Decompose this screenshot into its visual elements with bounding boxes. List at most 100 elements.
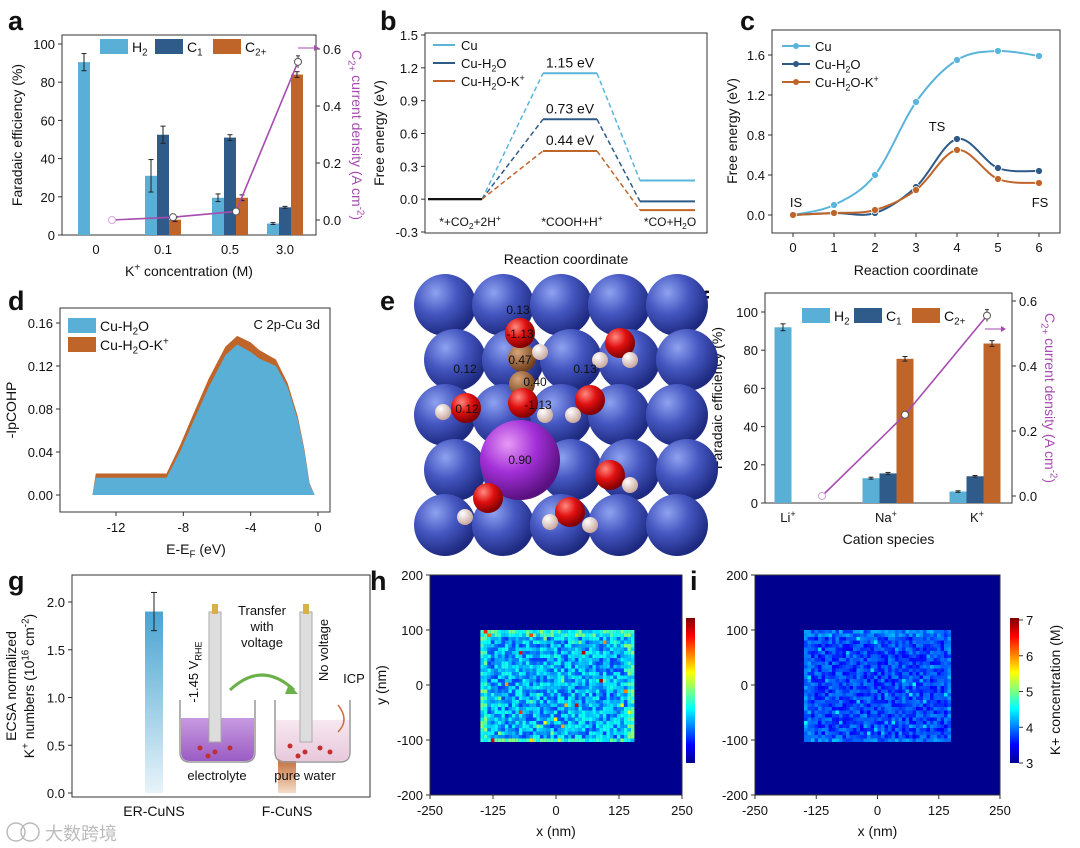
heatmap-cell (863, 738, 867, 742)
heatmap-cell (842, 640, 846, 644)
heatmap-cell (504, 714, 509, 718)
heatmap-cell (515, 661, 519, 665)
heatmap-cell (804, 714, 808, 718)
heatmap-cell (609, 679, 614, 683)
heatmap-cell (501, 700, 505, 704)
heatmap-cell (525, 630, 530, 634)
heatmap-cell (497, 721, 502, 725)
heatmap-cell (511, 735, 516, 739)
heatmap-cell (944, 738, 948, 742)
y-tick-label: 0.08 (28, 402, 53, 417)
heatmap-cell (483, 647, 488, 651)
heatmap-cell (553, 665, 558, 669)
legend-swatch-c2 (213, 39, 241, 54)
heatmap-cell (916, 693, 920, 697)
heatmap-cell (856, 710, 860, 714)
heatmap-cell (588, 661, 593, 665)
heatmap-cell (888, 707, 892, 711)
heatmap-cell (940, 651, 944, 655)
heatmap-cell (842, 703, 846, 707)
heatmap-cell (818, 647, 822, 651)
y-tick-label: 0.3 (400, 159, 418, 174)
heatmap-cell (571, 679, 575, 683)
heatmap-cell (518, 651, 523, 655)
y-tick-label: 0.9 (400, 94, 418, 109)
heatmap-cell (623, 700, 628, 704)
heatmap-cell (532, 675, 537, 679)
heatmap-cell (888, 668, 892, 672)
heatmap-cell (856, 668, 860, 672)
charge-label: 0.47 (508, 353, 532, 367)
heatmap-cell (853, 724, 857, 728)
heatmap-cell (909, 679, 913, 683)
x-tick-label: 0 (92, 242, 99, 257)
heatmap-cell (849, 675, 853, 679)
heatmap-cell (616, 717, 621, 721)
heatmap-cell (602, 703, 607, 707)
heatmap-cell (807, 724, 811, 728)
heatmap-cell (870, 679, 874, 683)
heatmap-cell (543, 721, 547, 725)
heatmap-cell (898, 661, 902, 665)
heatmap-cell (863, 731, 867, 735)
heatmap-cell (947, 703, 951, 707)
heatmap-cell (497, 735, 502, 739)
heatmap-cell (560, 651, 565, 655)
heatmap-cell (508, 644, 512, 648)
heatmap-cell (888, 689, 892, 693)
heatmap-cell (539, 731, 544, 735)
heatmap-cell (930, 721, 934, 725)
heatmap-cell (821, 703, 825, 707)
heatmap-cell (835, 630, 839, 634)
heatmap-cell (532, 661, 537, 665)
heatmap-cell (616, 731, 621, 735)
heatmap-cell (623, 710, 628, 714)
heatmap-cell (825, 661, 829, 665)
heatmap-cell (940, 710, 944, 714)
heatmap-cell (909, 724, 913, 728)
heatmap-cell (853, 714, 857, 718)
heatmap-cell (522, 696, 526, 700)
x-axis-label: E-EF (eV) (166, 541, 226, 561)
heatmap-cell (937, 679, 941, 683)
heatmap-cell (930, 672, 934, 676)
heatmap-cell (497, 672, 502, 676)
y-tick-label: 0.6 (400, 127, 418, 142)
heatmap-cell (919, 672, 923, 676)
heatmap-cell (807, 654, 811, 658)
heatmap-cell (821, 682, 825, 686)
heatmap-cell (616, 672, 621, 676)
heatmap-cell (821, 661, 825, 665)
heatmap-cell (860, 640, 864, 644)
heatmap-cell (937, 710, 941, 714)
heatmap-cell (588, 672, 593, 676)
heatmap-cell (567, 633, 572, 637)
heatmap-cell (825, 700, 829, 704)
heatmap-cell (508, 728, 512, 732)
heatmap-cell (571, 675, 575, 679)
heatmap-cell (480, 689, 484, 693)
heatmap-cell (483, 630, 488, 634)
heatmap-cell (560, 700, 565, 704)
heatmap-cell (546, 647, 551, 651)
heatmap-cell (916, 714, 920, 718)
heatmap-cell (585, 728, 589, 732)
data-point (1035, 179, 1043, 187)
heatmap-cell (550, 738, 554, 742)
charge-label: -1.13 (524, 398, 552, 412)
heatmap-cell (494, 640, 498, 644)
heatmap-cell (807, 661, 811, 665)
heatmap-cell (888, 710, 892, 714)
heatmap-cell (916, 689, 920, 693)
heatmap-cell (557, 724, 561, 728)
heatmap-cell (818, 654, 822, 658)
heatmap-cell (543, 679, 547, 683)
heatmap-cell (919, 707, 923, 711)
heatmap-cell (933, 738, 937, 742)
heatmap-cell (515, 658, 519, 662)
heatmap-cell (487, 665, 491, 669)
heatmap-cell (860, 675, 864, 679)
heatmap-cell (835, 724, 839, 728)
heatmap-cell (539, 654, 544, 658)
heatmap-cell (860, 696, 864, 700)
